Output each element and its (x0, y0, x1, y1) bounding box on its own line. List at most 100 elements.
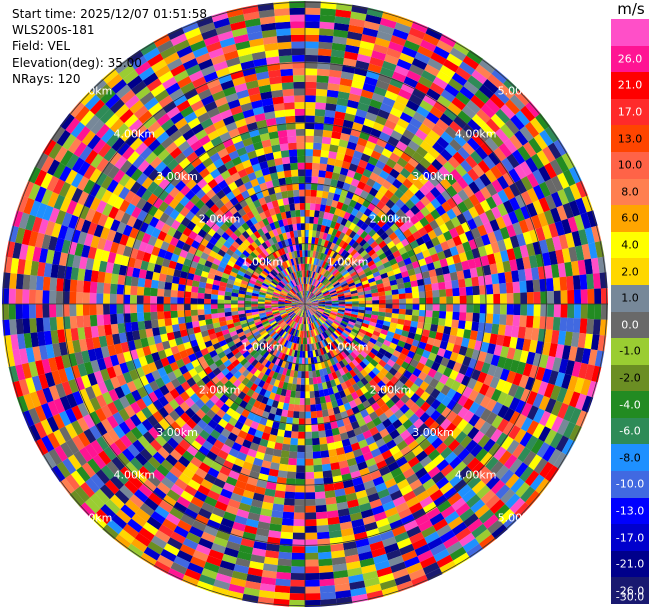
velocity-gate (345, 304, 353, 307)
velocity-gate (594, 288, 602, 304)
velocity-gate (377, 109, 390, 120)
velocity-gate (469, 330, 478, 341)
velocity-gate (456, 176, 469, 190)
velocity-gate (323, 312, 330, 317)
velocity-gate (543, 209, 555, 225)
velocity-gate (407, 140, 420, 152)
velocity-gate (309, 203, 316, 211)
velocity-gate (318, 551, 332, 560)
velocity-gate (519, 280, 527, 293)
velocity-gate (331, 131, 342, 140)
velocity-gate (415, 146, 428, 158)
velocity-gate (322, 129, 333, 138)
velocity-gate (296, 377, 302, 385)
velocity-gate (369, 337, 377, 345)
velocity-gate (548, 343, 558, 358)
velocity-gate (275, 435, 284, 444)
velocity-gate (458, 345, 468, 356)
velocity-gate (197, 309, 205, 316)
velocity-gate (295, 485, 305, 493)
velocity-gate (317, 217, 324, 225)
velocity-gate (321, 288, 328, 293)
velocity-gate (310, 411, 317, 419)
velocity-gate (419, 381, 430, 392)
velocity-gate (316, 244, 321, 252)
velocity-gate (305, 586, 321, 594)
velocity-gate (320, 197, 328, 206)
velocity-gate (344, 308, 352, 312)
velocity-gate (478, 84, 495, 99)
velocity-gate (318, 267, 324, 274)
velocity-gate (103, 304, 110, 315)
velocity-gate (36, 275, 44, 291)
velocity-gate (526, 202, 538, 218)
velocity-gate (281, 525, 294, 533)
velocity-gate (579, 318, 588, 334)
velocity-gate (353, 172, 363, 181)
velocity-gate (347, 256, 355, 264)
velocity-gate (470, 150, 483, 165)
velocity-gate (318, 284, 324, 290)
velocity-gate (313, 464, 323, 473)
velocity-gate (474, 203, 485, 216)
velocity-gate (443, 248, 453, 259)
velocity-gate (323, 270, 329, 277)
velocity-gate (531, 327, 540, 341)
velocity-gate (446, 197, 458, 209)
velocity-gate (280, 531, 293, 540)
velocity-gate (296, 465, 305, 473)
velocity-gate (520, 176, 533, 191)
velocity-gate (403, 281, 412, 289)
velocity-gate (305, 149, 314, 157)
velocity-gate (369, 321, 377, 327)
velocity-gate (540, 291, 548, 304)
velocity-gate (321, 246, 327, 254)
velocity-gate (330, 277, 337, 283)
velocity-gate (69, 291, 77, 304)
velocity-gate (480, 141, 494, 156)
velocity-gate (399, 298, 406, 304)
velocity-gate (224, 295, 232, 301)
velocity-gate (335, 285, 342, 291)
velocity-gate (421, 233, 431, 243)
velocity-gate (348, 222, 357, 231)
velocity-gate (530, 474, 545, 491)
velocity-gate (394, 227, 404, 237)
velocity-gate (497, 203, 508, 217)
velocity-gate (305, 297, 308, 304)
velocity-gate (514, 89, 531, 106)
velocity-gate (136, 312, 145, 322)
velocity-gate (409, 117, 423, 129)
velocity-gate (421, 365, 431, 375)
velocity-gate (356, 285, 364, 291)
velocity-gate (297, 438, 305, 446)
velocity-gate (463, 329, 472, 339)
velocity-gate (444, 143, 458, 157)
velocity-gate (315, 102, 327, 110)
velocity-gate (524, 470, 540, 487)
velocity-gate (315, 511, 328, 520)
velocity-gate (497, 391, 508, 405)
velocity-gate (482, 332, 492, 344)
velocity-gate (389, 245, 399, 254)
velocity-gate (509, 94, 526, 111)
velocity-gate (324, 308, 332, 311)
velocity-gate (319, 14, 336, 23)
velocity-gate (359, 328, 367, 335)
velocity-gate (485, 386, 496, 399)
velocity-gate (311, 305, 318, 309)
velocity-gate (355, 165, 366, 175)
velocity-gate (294, 492, 305, 500)
velocity-gate (287, 464, 297, 473)
velocity-gate (319, 260, 325, 268)
velocity-gate (479, 285, 487, 295)
velocity-gate (309, 257, 313, 265)
velocity-gate (306, 291, 310, 298)
velocity-gate (312, 278, 316, 286)
velocity-gate (319, 163, 328, 171)
velocity-gate (103, 293, 110, 304)
velocity-gate (440, 131, 454, 144)
velocity-gate (471, 113, 486, 128)
velocity-gate (294, 397, 301, 405)
velocity-gate (485, 398, 497, 412)
